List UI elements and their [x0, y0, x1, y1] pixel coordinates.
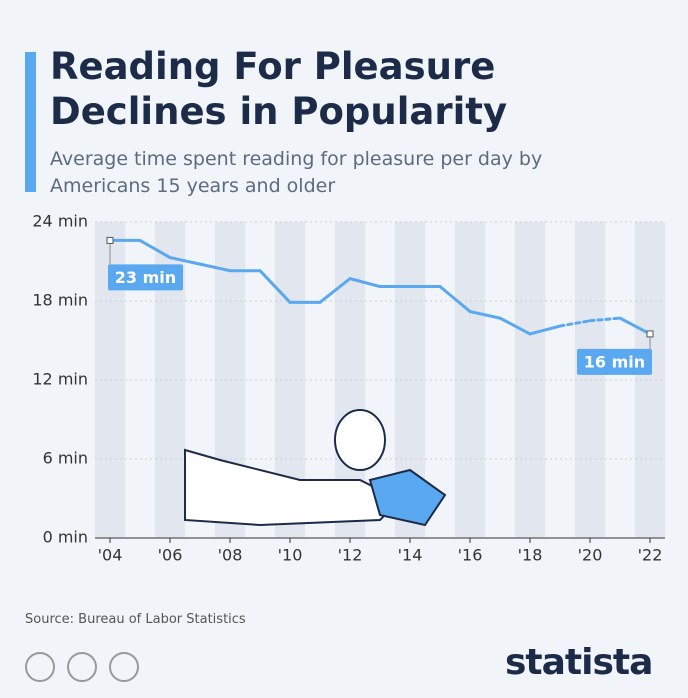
- x-tick-label: '16: [458, 546, 483, 565]
- y-tick-label: 6 min: [43, 449, 88, 468]
- x-tick-label: '12: [338, 546, 363, 565]
- x-tick-label: '06: [158, 546, 183, 565]
- point-marker: [647, 331, 653, 337]
- brand-logo: statista: [505, 642, 652, 683]
- value-label: 16 min: [584, 352, 645, 371]
- value-label: 23 min: [115, 268, 176, 287]
- x-tick-label: '22: [638, 546, 663, 565]
- chart: 0 min 6 min 12 min 18 min 24 min '04 '06 '08 '10…: [0, 0, 688, 698]
- x-tick-label: '14: [398, 546, 423, 565]
- y-tick-label: 12 min: [32, 370, 88, 389]
- x-tick-label: '04: [98, 546, 123, 565]
- y-tick-label: 0 min: [43, 528, 88, 547]
- x-tick-label: '20: [578, 546, 603, 565]
- license-icons: [26, 653, 138, 681]
- source-note: Source: Bureau of Labor Statistics: [25, 612, 246, 627]
- y-tick-label: 18 min: [32, 291, 88, 310]
- x-tick-label: '10: [278, 546, 303, 565]
- point-marker: [107, 237, 113, 243]
- page: Reading For Pleasure Declines in Popular…: [0, 0, 688, 698]
- x-tick-label: '18: [518, 546, 543, 565]
- y-tick-label: 24 min: [32, 212, 88, 231]
- x-tick-label: '08: [218, 546, 243, 565]
